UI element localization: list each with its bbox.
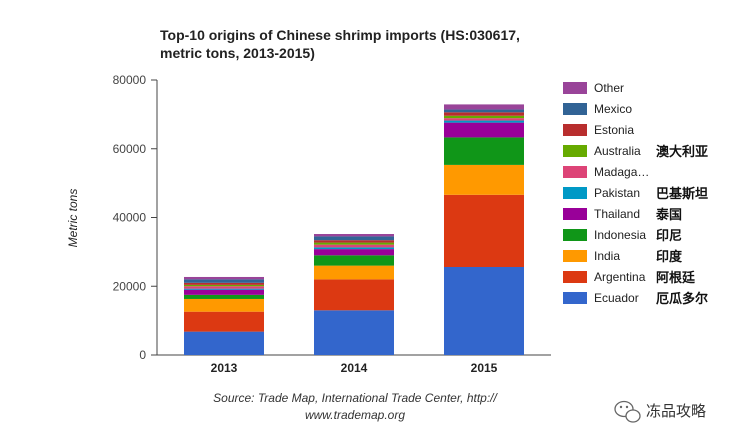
legend-label-thailand: Thailand bbox=[594, 207, 640, 221]
bar-segment-estonia-2015[interactable] bbox=[444, 112, 524, 116]
legend-label-cn-indonesia: 印尼 bbox=[656, 229, 682, 244]
legend-label-ecuador: Ecuador bbox=[594, 291, 639, 305]
legend-label-australia: Australia bbox=[594, 144, 641, 158]
legend-swatch-other bbox=[563, 82, 587, 94]
bar-segment-australia-2013[interactable] bbox=[184, 284, 264, 287]
legend-swatch-indonesia bbox=[563, 229, 587, 241]
legend-swatch-argentina bbox=[563, 271, 587, 283]
bar-segment-ecuador-2015[interactable] bbox=[444, 267, 524, 355]
bar-segment-pakistan-2015[interactable] bbox=[444, 120, 524, 123]
bar-segment-estonia-2014[interactable] bbox=[314, 240, 394, 243]
bar-segment-estonia-2013[interactable] bbox=[184, 282, 264, 285]
chart-title-line-1: Top-10 origins of Chinese shrimp imports… bbox=[160, 27, 520, 43]
legend-label-cn-india: 印度 bbox=[656, 249, 683, 265]
legend-label-cn-pakistan: 巴基斯坦 bbox=[656, 186, 708, 202]
legend-label-estonia: Estonia bbox=[594, 123, 634, 137]
x-axis-categories: 2013 2014 2015 bbox=[211, 361, 498, 375]
legend: Other Mexico Estonia Australia 澳大利亚 Madaga… Pa… bbox=[563, 81, 708, 307]
bar-segment-madaga-2013[interactable] bbox=[184, 286, 264, 289]
bar-segment-australia-2015[interactable] bbox=[444, 115, 524, 119]
bar-segment-thailand-2013[interactable] bbox=[184, 289, 264, 295]
legend-swatch-madaga bbox=[563, 166, 587, 178]
legend-label-india: India bbox=[594, 249, 620, 263]
watermark-text: 冻品攻略 bbox=[646, 402, 706, 420]
bar-segment-thailand-2015[interactable] bbox=[444, 122, 524, 138]
x-category-label: 2014 bbox=[341, 361, 368, 375]
legend-label-cn-ecuador: 厄瓜多尔 bbox=[656, 291, 708, 307]
bar-segment-mexico-2015[interactable] bbox=[444, 109, 524, 113]
bar-segment-thailand-2014[interactable] bbox=[314, 249, 394, 256]
bar-segment-india-2013[interactable] bbox=[184, 298, 264, 312]
x-category-label: 2013 bbox=[211, 361, 238, 375]
legend-swatch-australia bbox=[563, 145, 587, 157]
legend-label-argentina: Argentina bbox=[594, 270, 646, 284]
bar-segment-indonesia-2015[interactable] bbox=[444, 137, 524, 165]
bar-segment-other-2015[interactable] bbox=[444, 104, 524, 110]
legend-swatch-ecuador bbox=[563, 292, 587, 304]
y-tick-label: 40000 bbox=[113, 211, 147, 225]
legend-label-indonesia: Indonesia bbox=[594, 228, 646, 242]
source-line-2: www.trademap.org bbox=[305, 408, 405, 422]
bar-segment-other-2013[interactable] bbox=[184, 276, 264, 280]
bar-segment-india-2014[interactable] bbox=[314, 265, 394, 280]
legend-swatch-estonia bbox=[563, 124, 587, 136]
bar-segment-india-2015[interactable] bbox=[444, 164, 524, 195]
y-tick-label: 0 bbox=[139, 348, 146, 362]
legend-label-other: Other bbox=[594, 81, 624, 95]
bar-segment-mexico-2014[interactable] bbox=[314, 236, 394, 241]
bar-segment-ecuador-2013[interactable] bbox=[184, 331, 264, 355]
legend-swatch-india bbox=[563, 250, 587, 262]
legend-label-madaga: Madaga… bbox=[594, 165, 649, 179]
bar-segment-australia-2014[interactable] bbox=[314, 242, 394, 245]
bar-segment-other-2014[interactable] bbox=[314, 234, 394, 237]
bar-segment-pakistan-2013[interactable] bbox=[184, 288, 264, 290]
y-tick-label: 60000 bbox=[113, 142, 147, 156]
wechat-icon bbox=[614, 400, 641, 423]
y-axis-label: Metric tons bbox=[66, 189, 80, 248]
legend-label-cn-australia: 澳大利亚 bbox=[656, 144, 708, 160]
bar-segment-ecuador-2014[interactable] bbox=[314, 310, 394, 355]
bar-segment-argentina-2013[interactable] bbox=[184, 311, 264, 332]
legend-label-cn-argentina: 阿根廷 bbox=[656, 270, 696, 286]
y-tick-label: 20000 bbox=[113, 279, 147, 293]
bar-segment-madaga-2015[interactable] bbox=[444, 118, 524, 121]
y-axis-ticks: 0 20000 40000 60000 80000 bbox=[113, 73, 157, 362]
legend-swatch-mexico bbox=[563, 103, 587, 115]
y-tick-label: 80000 bbox=[113, 73, 147, 87]
bar-segment-pakistan-2014[interactable] bbox=[314, 247, 394, 250]
bar-segment-indonesia-2013[interactable] bbox=[184, 294, 264, 299]
bar-segment-mexico-2013[interactable] bbox=[184, 279, 264, 283]
legend-swatch-thailand bbox=[563, 208, 587, 220]
legend-swatch-pakistan bbox=[563, 187, 587, 199]
x-category-label: 2015 bbox=[471, 361, 498, 375]
legend-label-pakistan: Pakistan bbox=[594, 186, 640, 200]
bar-segment-indonesia-2014[interactable] bbox=[314, 255, 394, 266]
source-line-1: Source: Trade Map, International Trade C… bbox=[213, 391, 498, 405]
bars bbox=[184, 104, 524, 355]
bar-segment-argentina-2015[interactable] bbox=[444, 194, 524, 267]
bar-segment-madaga-2014[interactable] bbox=[314, 244, 394, 248]
bar-segment-argentina-2014[interactable] bbox=[314, 279, 394, 311]
legend-label-cn-thailand: 泰国 bbox=[655, 207, 682, 223]
legend-label-mexico: Mexico bbox=[594, 102, 632, 116]
chart-title-line-2: metric tons, 2013-2015) bbox=[160, 45, 315, 61]
